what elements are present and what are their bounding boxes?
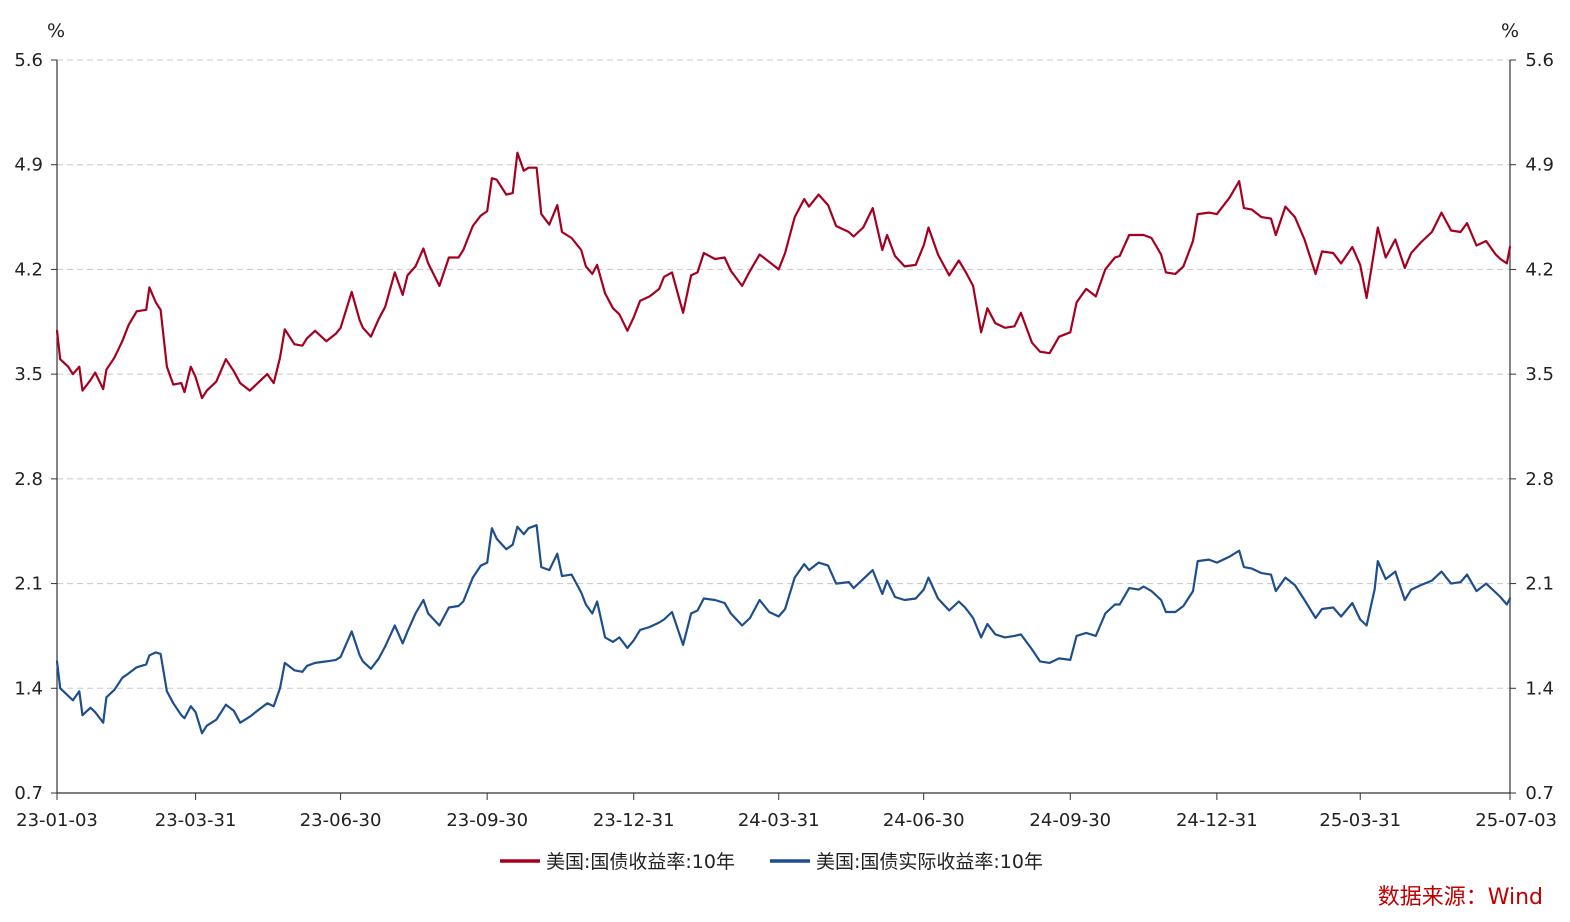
y-tick-label-left: 1.4 [14,678,43,699]
series-line-2 [55,524,1512,735]
y-tick-label-left: 4.2 [14,259,43,280]
y-tick-label-right: 4.9 [1525,155,1554,176]
y-tick-label-right: 4.2 [1525,259,1554,280]
y-axis-left-unit: % [47,20,65,42]
x-tick-label: 23-06-30 [300,810,382,831]
y-tick-label-right: 2.8 [1525,469,1554,490]
y-axis-right-ticks: 5.6 4.9 4.2 3.5 2.8 2.1 1.4 0.7 [1510,50,1554,804]
x-tick-label: 23-12-31 [593,810,675,831]
y-axis-left-ticks: 5.6 4.9 4.2 3.5 2.8 2.1 1.4 0.7 [14,50,57,804]
y-tick-label-right: 0.7 [1525,783,1554,804]
legend: 美国:国债收益率:10年 美国:国债实际收益率:10年 [500,851,1043,873]
x-tick-label: 24-09-30 [1029,810,1111,831]
x-tick-label: 24-06-30 [883,810,965,831]
series-line-1 [55,151,1512,400]
axes [56,60,1511,794]
gridlines [57,59,1510,689]
x-tick-label: 24-12-31 [1176,810,1258,831]
y-tick-label-left: 3.5 [14,364,43,385]
legend-label-1: 美国:国债收益率:10年 [546,851,735,873]
x-tick-label: 25-07-03 [1475,810,1557,831]
y-tick-label-left: 2.1 [14,574,43,595]
x-tick-label: 23-01-03 [16,810,98,831]
y-tick-label-left: 4.9 [14,155,43,176]
y-tick-label-right: 1.4 [1525,678,1554,699]
x-tick-label: 23-03-31 [155,810,237,831]
y-axis-right-unit: % [1501,20,1519,42]
series-lines [55,151,1512,735]
y-tick-label-right: 2.1 [1525,574,1554,595]
y-tick-label-left: 5.6 [14,50,43,71]
legend-label-2: 美国:国债实际收益率:10年 [816,851,1043,873]
x-tick-label: 24-03-31 [738,810,820,831]
y-tick-label-left: 0.7 [14,783,43,804]
x-tick-label: 23-09-30 [446,810,528,831]
x-axis-ticks: 23-01-03 23-03-31 23-06-30 23-09-30 23-12-31… [16,793,1557,831]
y-tick-label-right: 5.6 [1525,50,1554,71]
y-tick-label-left: 2.8 [14,469,43,490]
y-tick-label-right: 3.5 [1525,364,1554,385]
x-tick-label: 25-03-31 [1319,810,1401,831]
source-note: 数据来源：Wind [1378,885,1543,910]
